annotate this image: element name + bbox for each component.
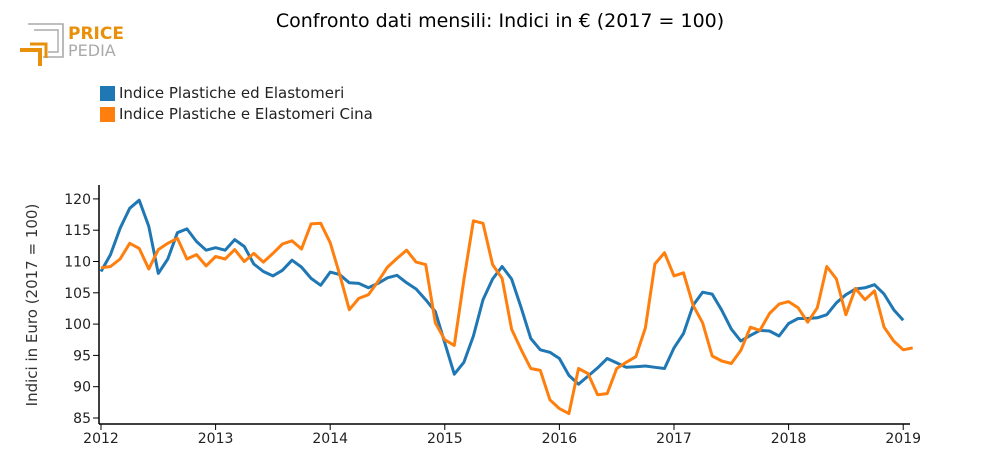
legend-item-series1[interactable]: Indice Plastiche ed Elastomeri [100,84,344,102]
x-tick-label: 2017 [656,431,692,447]
x-tick-label: 2014 [312,431,348,447]
svg-text:PEDIA: PEDIA [68,41,116,60]
chart-title: Confronto dati mensili: Indici in € (201… [275,10,725,32]
svg-text:PRICE: PRICE [68,24,124,44]
y-tick-label: 95 [73,348,91,364]
y-axis-label: Indici in Euro (2017 = 100) [23,204,41,407]
y-tick-label: 100 [64,317,91,333]
y-tick-label: 90 [73,380,91,396]
y-tick-label: 110 [64,255,91,271]
x-tick-label: 2018 [771,431,807,447]
legend-label: Indice Plastiche ed Elastomeri [119,84,345,102]
x-tick-label: 2019 [885,431,921,447]
series-line-2 [100,219,913,416]
y-tick-label: 120 [64,192,91,208]
x-tick-label: 2013 [198,431,234,447]
x-tick-label: 2015 [427,431,463,447]
legend-swatch-blue [100,85,115,101]
legend-item-series2[interactable]: Indice Plastiche e Elastomeri Cina [100,105,373,123]
legend-label: Indice Plastiche e Elastomeri Cina [119,105,373,123]
y-tick-label: 115 [64,223,91,239]
y-tick-label: 85 [73,411,91,427]
pricepedia-logo: PRICE PEDIA [18,18,128,68]
series-line-1 [99,198,905,386]
y-tick-label: 105 [64,286,91,302]
x-tick-label: 2012 [83,431,119,447]
legend-swatch-orange [100,106,115,122]
x-tick-label: 2016 [542,431,578,447]
